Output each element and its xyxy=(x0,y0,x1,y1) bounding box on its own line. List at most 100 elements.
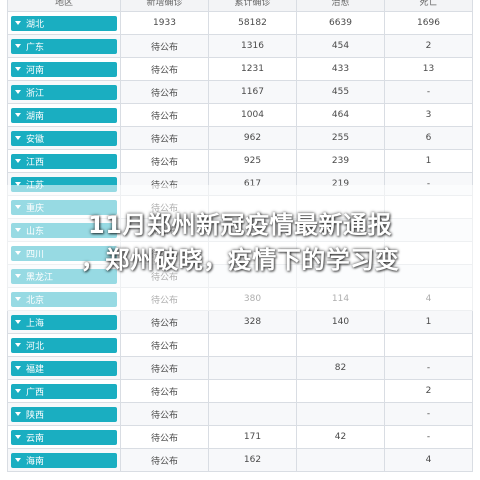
province-expand-toggle[interactable]: 湖南 xyxy=(11,107,117,123)
new-confirmed-cell[interactable]: 待公布 xyxy=(120,402,209,426)
cured-cell xyxy=(296,402,385,426)
caret-down-icon xyxy=(15,435,21,439)
caret-down-icon xyxy=(15,67,21,71)
province-name: 陕西 xyxy=(26,410,45,421)
province-expand-toggle[interactable]: 江西 xyxy=(11,153,117,169)
new-confirmed-cell[interactable]: 待公布 xyxy=(120,333,209,357)
table-row[interactable]: 湖南 待公布 1004 464 3 xyxy=(7,103,473,127)
new-confirmed-cell[interactable]: 待公布 xyxy=(120,356,209,380)
province-expand-toggle[interactable]: 浙江 xyxy=(11,84,117,100)
caret-down-icon xyxy=(15,90,21,94)
total-confirmed-cell: 1167 xyxy=(208,80,297,104)
total-confirmed-cell: 925 xyxy=(208,149,297,173)
deaths-cell: 1 xyxy=(384,149,473,173)
cured-cell: 42 xyxy=(296,425,385,449)
new-confirmed-cell[interactable]: 待公布 xyxy=(120,57,209,81)
new-confirmed-cell[interactable]: 待公布 xyxy=(120,34,209,58)
caret-down-icon xyxy=(15,44,21,48)
province-name: 河北 xyxy=(26,341,45,352)
new-confirmed-cell[interactable]: 待公布 xyxy=(120,448,209,472)
table-row[interactable]: 海南 待公布 162 4 xyxy=(7,448,473,472)
total-confirmed-cell: 162 xyxy=(208,448,297,472)
province-name: 安徽 xyxy=(26,134,45,145)
total-confirmed-cell: 171 xyxy=(208,425,297,449)
province-name: 广东 xyxy=(26,42,45,53)
total-confirmed-cell xyxy=(208,402,297,426)
province-expand-toggle[interactable]: 湖北 xyxy=(11,15,117,31)
cured-cell xyxy=(296,333,385,357)
cured-cell: 140 xyxy=(296,310,385,334)
province-expand-toggle[interactable]: 上海 xyxy=(11,314,117,330)
deaths-cell: - xyxy=(384,425,473,449)
column-header-total: 累计确诊 xyxy=(208,0,297,12)
deaths-cell: 1 xyxy=(384,310,473,334)
province-name: 湖北 xyxy=(26,19,45,30)
province-name: 广西 xyxy=(26,387,45,398)
province-cell: 河南 xyxy=(7,57,121,81)
deaths-cell: 2 xyxy=(384,379,473,403)
new-confirmed-cell[interactable]: 待公布 xyxy=(120,103,209,127)
province-expand-toggle[interactable]: 云南 xyxy=(11,429,117,445)
new-confirmed-cell[interactable]: 待公布 xyxy=(120,80,209,104)
province-name: 湖南 xyxy=(26,111,45,122)
table-row[interactable]: 湖北 1933 58182 6639 1696 xyxy=(7,11,473,35)
province-cell: 福建 xyxy=(7,356,121,380)
table-row[interactable]: 浙江 待公布 1167 455- xyxy=(7,80,473,104)
table-row[interactable]: 河北 待公布 xyxy=(7,333,473,357)
new-confirmed-cell[interactable]: 待公布 xyxy=(120,425,209,449)
province-expand-toggle[interactable]: 广东 xyxy=(11,38,117,54)
province-expand-toggle[interactable]: 福建 xyxy=(11,360,117,376)
province-cell: 云南 xyxy=(7,425,121,449)
province-expand-toggle[interactable]: 河南 xyxy=(11,61,117,77)
new-confirmed-cell[interactable]: 待公布 xyxy=(120,379,209,403)
caret-down-icon xyxy=(15,113,21,117)
deaths-cell xyxy=(384,333,473,357)
province-cell: 浙江 xyxy=(7,80,121,104)
table-row[interactable]: 广东 待公布 1316 454 2 xyxy=(7,34,473,58)
new-confirmed-cell[interactable]: 1933 xyxy=(120,11,209,35)
table-row[interactable]: 上海 待公布 328 140 1 xyxy=(7,310,473,334)
total-confirmed-cell: 1231 xyxy=(208,57,297,81)
total-confirmed-cell: 962 xyxy=(208,126,297,150)
caret-down-icon xyxy=(15,136,21,140)
table-row[interactable]: 河南 待公布 1231 433 13 xyxy=(7,57,473,81)
table-row[interactable]: 云南 待公布 171 42- xyxy=(7,425,473,449)
column-header-new: 新增确诊 xyxy=(120,0,209,12)
province-cell: 广西 xyxy=(7,379,121,403)
deaths-cell: - xyxy=(384,356,473,380)
province-expand-toggle[interactable]: 陕西 xyxy=(11,406,117,422)
new-confirmed-cell[interactable]: 待公布 xyxy=(120,310,209,334)
table-row[interactable]: 福建 待公布 82- xyxy=(7,356,473,380)
deaths-cell: 4 xyxy=(384,448,473,472)
cured-cell: 239 xyxy=(296,149,385,173)
province-expand-toggle[interactable]: 海南 xyxy=(11,452,117,468)
total-confirmed-cell: 58182 xyxy=(208,11,297,35)
cured-cell: 6639 xyxy=(296,11,385,35)
deaths-cell: 2 xyxy=(384,34,473,58)
cured-cell xyxy=(296,448,385,472)
province-expand-toggle[interactable]: 安徽 xyxy=(11,130,117,146)
total-confirmed-cell xyxy=(208,333,297,357)
province-cell: 上海 xyxy=(7,310,121,334)
cured-cell: 255 xyxy=(296,126,385,150)
cured-cell: 82 xyxy=(296,356,385,380)
table-row[interactable]: 广西 待公布 2 xyxy=(7,379,473,403)
deaths-cell: - xyxy=(384,402,473,426)
province-cell: 安徽 xyxy=(7,126,121,150)
table-row[interactable]: 安徽 待公布 962 255 6 xyxy=(7,126,473,150)
province-name: 福建 xyxy=(26,364,45,375)
total-confirmed-cell: 328 xyxy=(208,310,297,334)
new-confirmed-cell[interactable]: 待公布 xyxy=(120,149,209,173)
province-expand-toggle[interactable]: 河北 xyxy=(11,337,117,353)
province-expand-toggle[interactable]: 广西 xyxy=(11,383,117,399)
table-row[interactable]: 陕西 待公布 - xyxy=(7,402,473,426)
province-name: 江西 xyxy=(26,157,45,168)
cured-cell xyxy=(296,379,385,403)
caret-down-icon xyxy=(15,320,21,324)
new-confirmed-cell[interactable]: 待公布 xyxy=(120,126,209,150)
table-row[interactable]: 江西 待公布 925 239 1 xyxy=(7,149,473,173)
caret-down-icon xyxy=(15,389,21,393)
column-header-deaths: 死亡 xyxy=(384,0,473,12)
province-name: 云南 xyxy=(26,433,45,444)
